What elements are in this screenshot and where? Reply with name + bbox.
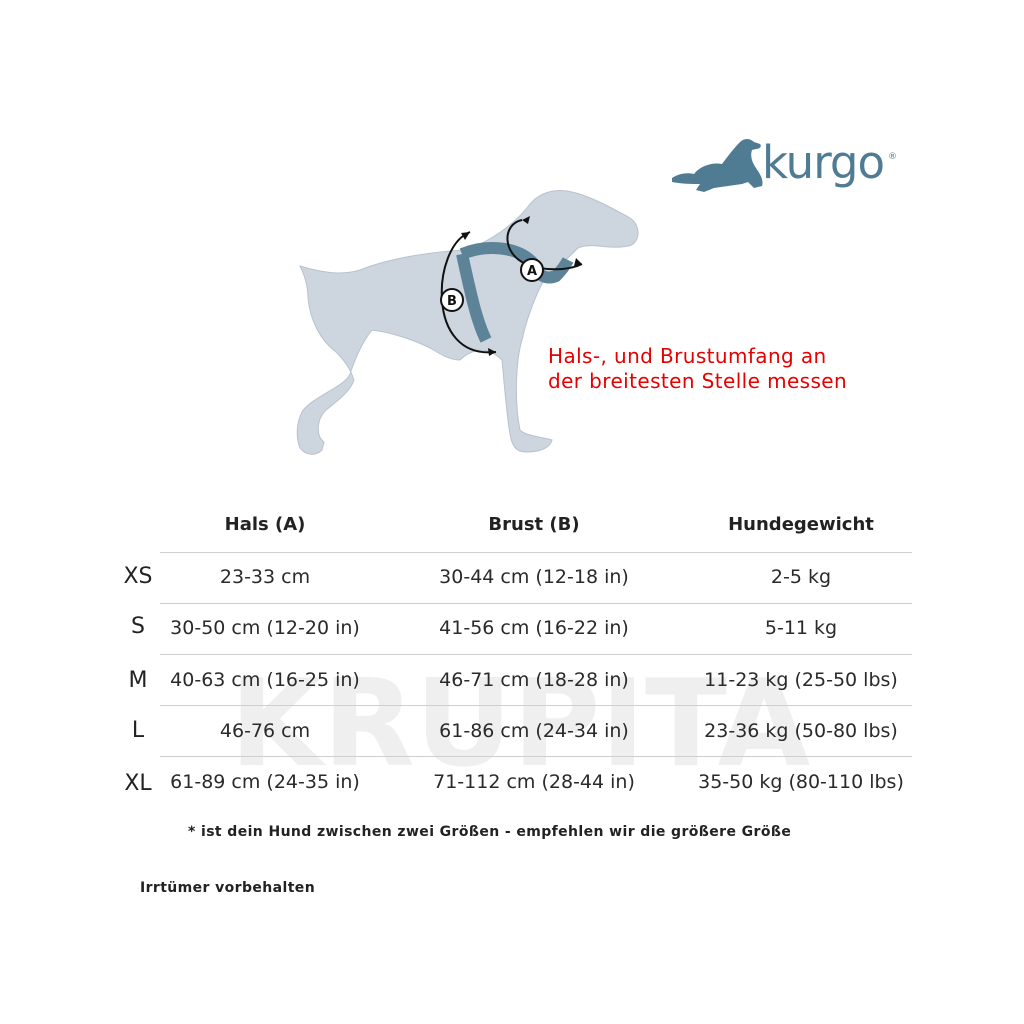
label-b: B <box>447 294 457 309</box>
instruction-line-1: Hals-, und Brustumfang an <box>548 344 827 368</box>
kurgo-logo <box>672 139 763 192</box>
header-neck: Hals (A) <box>224 514 306 535</box>
dog-measurement-diagram: A B <box>296 190 639 455</box>
neck-value: 40-63 cm (16-25 in) <box>170 669 360 691</box>
row-divider <box>160 756 912 757</box>
size-footnote: * ist dein Hund zwischen zwei Größen - e… <box>188 824 792 840</box>
weight-value: 23-36 kg (50-80 lbs) <box>704 720 898 742</box>
row-divider <box>160 603 912 604</box>
label-b-circle <box>440 288 464 312</box>
logo-wordmark: kurgo <box>762 136 885 189</box>
weight-value: 2-5 kg <box>770 566 832 588</box>
row-divider <box>160 552 912 553</box>
label-a: A <box>527 264 537 279</box>
chest-value: 46-71 cm (18-28 in) <box>439 669 629 691</box>
size-label: XL <box>124 771 152 796</box>
disclaimer: Irrtümer vorbehalten <box>140 880 316 896</box>
chest-value: 61-86 cm (24-34 in) <box>439 720 629 742</box>
size-label: S <box>131 614 145 639</box>
measurement-instruction: Hals-, und Brustumfang an der breitesten… <box>548 344 847 394</box>
row-divider <box>160 705 912 706</box>
neck-value: 30-50 cm (12-20 in) <box>170 617 360 639</box>
label-a-circle <box>520 258 544 282</box>
neck-value: 46-76 cm <box>219 720 311 742</box>
instruction-line-2: der breitesten Stelle messen <box>548 369 848 393</box>
weight-value: 5-11 kg <box>764 617 838 639</box>
weight-value: 11-23 kg (25-50 lbs) <box>704 669 898 691</box>
dog-body <box>296 190 639 455</box>
row-divider <box>160 654 912 655</box>
chest-value: 71-112 cm (28-44 in) <box>433 771 635 793</box>
chest-value: 30-44 cm (12-18 in) <box>439 566 629 588</box>
dog-silhouette-icon <box>672 139 763 192</box>
header-weight: Hundegewicht <box>728 514 874 535</box>
weight-value: 35-50 kg (80-110 lbs) <box>698 771 904 793</box>
size-label: XS <box>123 564 153 589</box>
neck-value: 61-89 cm (24-35 in) <box>170 771 360 793</box>
header-chest: Brust (B) <box>488 514 580 535</box>
chest-value: 41-56 cm (16-22 in) <box>439 617 629 639</box>
size-label: L <box>131 718 145 743</box>
registered-mark: ® <box>888 152 897 162</box>
neck-arrow-heads <box>522 216 582 266</box>
size-label: M <box>128 668 148 693</box>
neck-value: 23-33 cm <box>219 566 311 588</box>
